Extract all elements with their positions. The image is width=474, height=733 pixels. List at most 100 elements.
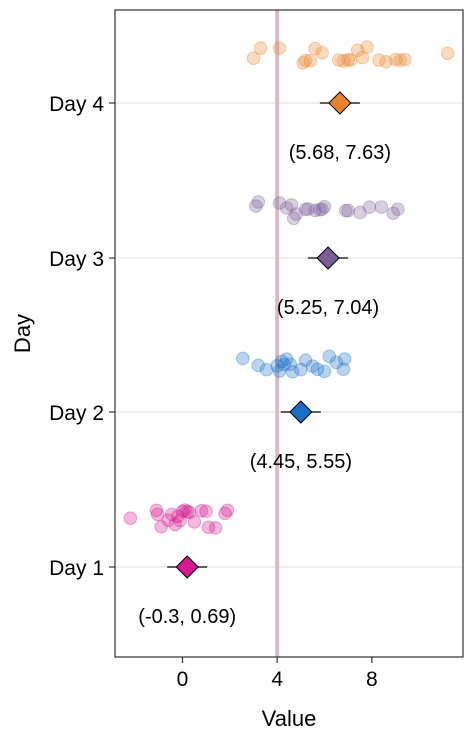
data-point (123, 511, 138, 525)
data-point (379, 55, 393, 69)
panel-border (114, 9, 464, 658)
data-point (362, 200, 377, 214)
data-point (315, 46, 329, 60)
data-point (182, 505, 197, 520)
data-point (360, 40, 374, 54)
data-point (165, 507, 179, 522)
data-point (331, 53, 346, 67)
data-point (391, 202, 405, 217)
ci-label: (4.45, 5.55) (250, 451, 352, 473)
y-tick-label: Day 3 (49, 248, 104, 271)
data-point (312, 202, 327, 217)
data-point (301, 202, 315, 216)
x-tick-label: 0 (177, 668, 189, 691)
mean-diamond (175, 555, 199, 579)
data-point (286, 211, 301, 226)
data-point (398, 52, 412, 67)
data-point (249, 199, 263, 213)
mean-diamond (289, 400, 313, 424)
data-point (201, 520, 216, 535)
data-point (272, 41, 287, 55)
data-point (322, 349, 337, 364)
mean-markers (167, 91, 360, 579)
data-point (393, 53, 408, 68)
ci-label: (5.68, 7.63) (289, 142, 391, 164)
data-point (355, 50, 370, 65)
mean-diamond (316, 246, 340, 270)
data-point (283, 357, 297, 372)
data-point (386, 206, 400, 221)
data-point (308, 41, 322, 56)
ci-labels: (-0.3, 0.69) (4.45, 5.55) (5.25, 7.04) (5.6… (138, 142, 391, 628)
data-point (310, 362, 325, 377)
data-point (374, 200, 389, 214)
data-point (285, 364, 300, 379)
data-point (180, 504, 195, 519)
data-point (149, 503, 164, 518)
data-point (350, 43, 365, 57)
gridlines (115, 102, 463, 568)
data-point (161, 513, 176, 527)
data-point (218, 506, 232, 521)
data-point (272, 196, 287, 210)
data-point (168, 517, 183, 532)
data-point (187, 515, 202, 529)
data-point (317, 199, 332, 214)
jitter-points (123, 40, 455, 535)
y-tick-label: Day 1 (49, 557, 104, 580)
data-point (270, 359, 284, 373)
data-point (337, 352, 352, 366)
data-point (251, 195, 266, 209)
data-point (305, 359, 320, 374)
data-point (150, 507, 165, 522)
data-point (279, 352, 294, 366)
data-point (343, 53, 358, 67)
data-point (298, 53, 313, 68)
data-point (289, 207, 303, 221)
data-point (178, 503, 192, 517)
y-axis: Day 1 Day 2 Day 3 Day 4 (49, 93, 115, 580)
data-point (298, 202, 313, 217)
y-axis-title: Day (10, 314, 35, 353)
mean-diamond (328, 91, 352, 115)
data-point (259, 362, 274, 377)
data-point (388, 52, 403, 67)
data-point (173, 513, 187, 528)
data-point (208, 521, 223, 535)
data-point (251, 358, 266, 373)
data-point (315, 202, 329, 216)
data-point (308, 203, 322, 218)
data-point (220, 503, 235, 518)
data-point (175, 504, 190, 519)
data-point (279, 201, 294, 215)
data-point (170, 509, 185, 524)
data-point (317, 364, 332, 379)
data-point (253, 41, 268, 55)
data-point (246, 51, 261, 65)
data-point (194, 503, 209, 518)
data-point (336, 362, 351, 376)
data-point (277, 357, 292, 372)
x-axis-title: Value (262, 706, 317, 731)
data-point (372, 53, 386, 67)
y-tick-label: Day 2 (49, 402, 104, 425)
data-point (353, 205, 367, 220)
y-tick-label: Day 4 (49, 93, 104, 116)
data-point (440, 46, 455, 61)
data-point (303, 54, 318, 68)
data-point (341, 52, 355, 67)
x-axis: 0 4 8 (177, 657, 378, 691)
data-point (296, 56, 311, 70)
data-point (272, 364, 287, 378)
data-point (236, 351, 250, 366)
data-point (275, 354, 289, 369)
data-point (199, 504, 213, 519)
x-tick-label: 8 (366, 668, 378, 691)
data-point (294, 362, 308, 377)
ci-label: (5.25, 7.04) (277, 297, 379, 319)
data-point (298, 353, 313, 367)
data-point (154, 520, 168, 534)
data-point (284, 198, 299, 212)
data-point (329, 355, 344, 370)
